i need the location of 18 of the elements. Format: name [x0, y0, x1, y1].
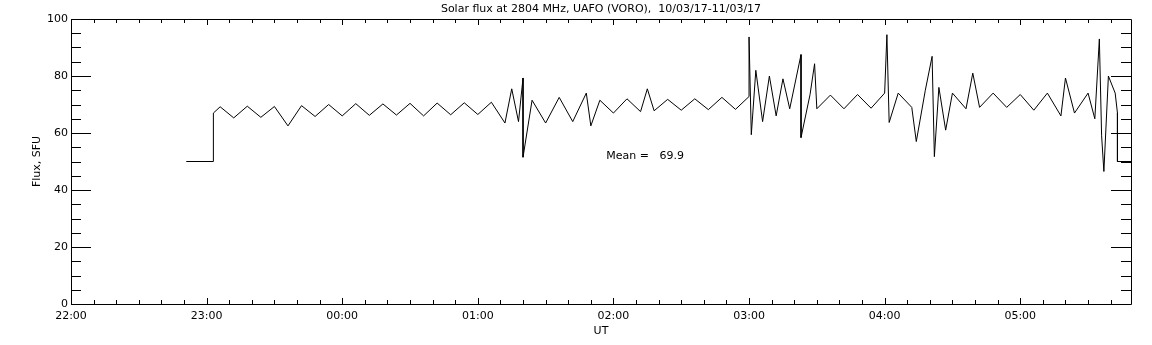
- y-tick-label: 20: [54, 239, 68, 253]
- y-tick-label: 100: [47, 11, 68, 25]
- x-tick-label: 05:00: [1004, 309, 1037, 323]
- y-axis-title: Flux, SFU: [30, 135, 43, 188]
- x-tick-label: 23:00: [190, 309, 223, 323]
- x-tick-label: 03:00: [733, 309, 765, 323]
- x-tick-label: 04:00: [868, 309, 901, 323]
- x-tick-label: 22:00: [55, 309, 87, 323]
- x-axis-title: UT: [593, 324, 609, 337]
- x-tick-label: 02:00: [597, 309, 630, 323]
- annotation: Mean = 69.9: [606, 148, 684, 162]
- y-tick-label: 40: [54, 182, 68, 196]
- y-tick-label: 60: [54, 125, 68, 139]
- y-tick-label: 0: [61, 296, 68, 310]
- x-tick-label: 01:00: [461, 309, 494, 323]
- y-tick-label: 80: [54, 68, 68, 82]
- x-tick-label: 00:00: [326, 309, 359, 323]
- chart-title: Solar flux at 2804 MHz, UAFO (VORO), 10/03/17-11/03/17: [440, 2, 762, 15]
